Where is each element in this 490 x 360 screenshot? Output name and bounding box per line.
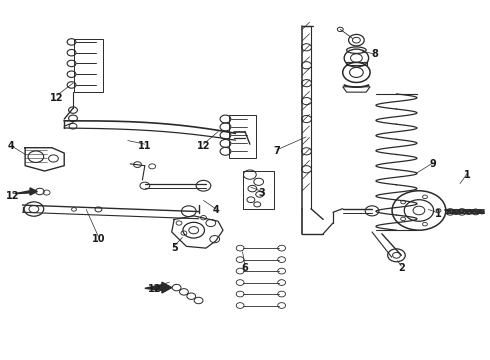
- Text: 12: 12: [6, 191, 20, 201]
- Text: 10: 10: [92, 234, 105, 244]
- Text: 12: 12: [196, 141, 210, 151]
- Bar: [345, 62, 367, 65]
- Text: 5: 5: [171, 243, 177, 253]
- Text: 4: 4: [8, 141, 15, 151]
- Text: 3: 3: [259, 188, 266, 198]
- Bar: [243, 171, 274, 209]
- Text: 1: 1: [464, 170, 471, 180]
- Text: 12: 12: [50, 93, 64, 103]
- Text: 11: 11: [138, 141, 151, 151]
- Text: 6: 6: [242, 263, 248, 273]
- Bar: [74, 39, 103, 92]
- Text: 4: 4: [212, 206, 219, 216]
- Text: 8: 8: [371, 49, 378, 59]
- Polygon shape: [15, 188, 37, 195]
- Bar: [229, 116, 256, 158]
- Text: 9: 9: [430, 159, 437, 169]
- Text: 1: 1: [435, 209, 441, 219]
- Text: 2: 2: [398, 263, 405, 273]
- Text: 7: 7: [273, 146, 280, 156]
- Polygon shape: [145, 282, 172, 293]
- Text: 12: 12: [148, 284, 161, 294]
